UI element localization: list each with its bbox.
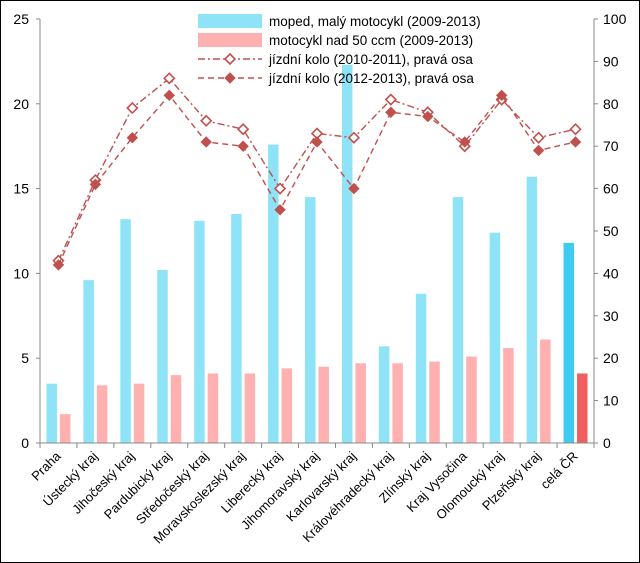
y-right-tick-label-10: 100: [603, 11, 627, 27]
bar-s0-12: [489, 232, 501, 443]
line-marker-s1-3: [163, 89, 175, 102]
y-right-tick-label-2: 20: [603, 350, 619, 366]
line-marker-s1-5: [237, 140, 249, 152]
line-marker-s1-4: [200, 136, 212, 148]
bar-s0-7: [305, 197, 316, 443]
line-marker-s1-14: [569, 136, 582, 148]
line-series-0: [57, 77, 576, 261]
y-left-tick-label-4: 20: [13, 96, 29, 112]
y-right-tick-label-0: 0: [603, 435, 611, 451]
legend-label-1: motocykl nad 50 ccm (2009-2013): [269, 33, 473, 48]
bar-s1-10: [429, 361, 440, 443]
line-marker-s0-4: [200, 114, 213, 127]
bar-s1-11: [466, 356, 477, 443]
line-marker-s0-6: [273, 182, 287, 195]
legend-swatch-1: [198, 33, 262, 47]
y-right-tick-label-8: 80: [603, 96, 619, 112]
y-left-tick-label-0: 0: [21, 435, 29, 451]
y-right-tick-label-1: 10: [603, 393, 619, 409]
line-marker-s0-14: [569, 123, 582, 136]
y-left-tick-label-2: 10: [13, 265, 29, 281]
bar-s1-12: [503, 348, 514, 443]
y-right-tick-label-4: 40: [603, 265, 619, 281]
line-marker-s1-8: [348, 182, 360, 195]
bar-s0-2: [120, 219, 131, 443]
bar-s0-8: [341, 64, 353, 444]
bar-s0-14: [563, 242, 575, 443]
y-right-tick-label-5: 50: [603, 223, 619, 239]
bar-s1-2: [133, 383, 145, 443]
bar-s1-14: [577, 373, 588, 443]
bar-s1-5: [244, 373, 256, 443]
line-marker-s1-1: [89, 178, 102, 191]
bar-s0-3: [157, 270, 168, 443]
y-left-tick-label-1: 5: [21, 350, 29, 366]
bar-s0-9: [378, 346, 390, 443]
line-marker-s0-9: [384, 93, 397, 106]
bar-s0-13: [526, 176, 538, 443]
line-marker-s0-5: [237, 123, 250, 136]
line-marker-s0-13: [532, 131, 545, 144]
line-marker-s1-10: [422, 110, 434, 123]
line-marker-s1-12: [495, 89, 508, 102]
bar-s1-1: [96, 385, 108, 443]
line-marker-s1-11: [459, 136, 471, 148]
bar-s0-6: [268, 144, 279, 443]
bar-s1-3: [170, 375, 182, 443]
legend-label-0: moped, malý motocykl (2009-2013): [269, 14, 481, 29]
bar-s1-7: [318, 366, 329, 443]
line-marker-s0-8: [347, 131, 361, 144]
y-right-tick-label-9: 90: [603, 53, 619, 69]
bar-s1-0: [59, 414, 71, 443]
line-marker-s0-3: [163, 72, 176, 85]
bar-s0-5: [231, 214, 242, 443]
line-marker-s1-13: [532, 144, 545, 157]
bar-s0-10: [415, 293, 427, 443]
legend-marker-2: [223, 52, 237, 66]
legend-marker-3: [224, 72, 236, 84]
legend-label-2: jízdní kolo (2010-2011), pravá osa: [268, 52, 473, 67]
bar-s1-9: [392, 363, 403, 443]
legend-label-3: jízdní kolo (2012-2013), pravá osa: [268, 71, 474, 86]
bar-s0-0: [46, 383, 57, 443]
line-marker-s1-9: [385, 106, 397, 118]
bar-s0-11: [452, 197, 464, 443]
line-marker-s0-2: [126, 101, 139, 115]
y-left-tick-label-3: 15: [13, 181, 29, 197]
line-marker-s1-2: [126, 132, 139, 144]
bar-s0-4: [194, 220, 205, 443]
bar-s0-1: [83, 280, 94, 443]
y-right-tick-label-3: 30: [603, 308, 619, 324]
y-left-tick-label-5: 25: [13, 11, 29, 27]
bar-s1-4: [207, 373, 219, 443]
line-marker-s1-7: [311, 136, 323, 148]
legend-swatch-0: [198, 14, 262, 28]
bar-s1-8: [355, 363, 366, 443]
bar-s1-6: [281, 368, 293, 443]
line-marker-s1-0: [52, 259, 65, 271]
line-marker-s1-6: [274, 204, 286, 216]
y-right-tick-label-7: 70: [603, 138, 619, 154]
y-right-tick-label-6: 60: [603, 181, 619, 197]
bar-s1-13: [540, 339, 551, 443]
